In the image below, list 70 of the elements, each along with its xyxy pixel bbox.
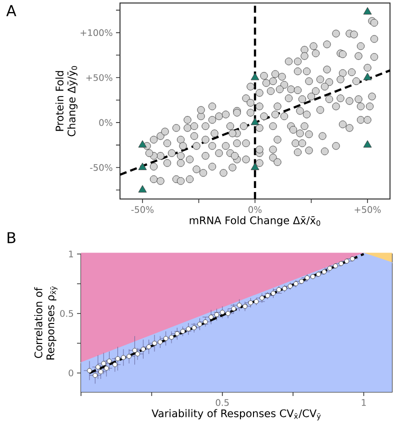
point xyxy=(231,306,236,312)
x-axis-title: Variability of Responses CV$_{x̄}$/CV$_{ȳ}$ xyxy=(152,409,321,420)
point xyxy=(98,369,104,374)
y-tick-label: 0.5 xyxy=(60,310,74,317)
point xyxy=(169,334,174,340)
point xyxy=(265,293,270,298)
point xyxy=(250,72,260,80)
y-tick-label: 0 xyxy=(68,370,74,376)
point xyxy=(92,372,98,378)
text: A xyxy=(6,5,16,16)
point xyxy=(363,7,372,15)
point xyxy=(327,266,332,271)
point xyxy=(138,185,147,193)
point xyxy=(146,344,152,350)
y-axis-title: Correlation of Responses ρ$_{x̄ȳ}$ xyxy=(34,286,58,360)
point xyxy=(248,300,254,306)
point xyxy=(202,319,208,324)
point xyxy=(174,331,180,336)
point xyxy=(288,284,293,289)
x-tick-label: -50% xyxy=(131,206,154,213)
point xyxy=(220,310,225,315)
point xyxy=(138,162,147,170)
point xyxy=(310,274,316,280)
point xyxy=(186,326,191,332)
y-tick-label: 1 xyxy=(69,250,73,258)
point xyxy=(250,118,260,126)
point xyxy=(242,304,248,309)
point xyxy=(180,328,186,334)
point xyxy=(120,355,126,360)
y-tick-label: -50% xyxy=(90,164,112,171)
point xyxy=(350,256,355,262)
point xyxy=(270,290,276,296)
point xyxy=(214,312,220,318)
point xyxy=(250,162,260,170)
y-axis-title: Protein Fold Change Δȳ/ȳ$_{0}$ xyxy=(55,66,78,136)
x-axis-title: mRNA Fold Change Δx̄/x̄$_{0}$ xyxy=(190,216,320,226)
y-tick-label: 0% xyxy=(99,119,112,126)
point xyxy=(226,311,230,316)
text: B xyxy=(8,232,16,244)
point xyxy=(197,322,202,327)
point xyxy=(112,362,118,368)
point xyxy=(115,356,120,362)
point xyxy=(158,340,163,344)
point xyxy=(282,286,288,291)
y-tick-label: +50% xyxy=(86,74,112,82)
x-tick-label: +50% xyxy=(354,206,381,213)
point xyxy=(208,314,214,320)
point xyxy=(260,296,264,300)
point xyxy=(276,287,282,292)
y-tick-label: +100% xyxy=(80,29,112,36)
point xyxy=(192,325,197,330)
point xyxy=(101,361,106,366)
x-tick-label: 0% xyxy=(248,206,262,213)
point xyxy=(322,269,327,274)
point xyxy=(236,302,242,308)
point xyxy=(126,354,132,359)
point xyxy=(344,258,350,264)
point xyxy=(363,72,372,80)
point xyxy=(163,336,168,341)
point xyxy=(304,275,310,280)
point xyxy=(140,346,146,352)
point xyxy=(293,281,298,286)
point xyxy=(152,340,157,346)
point xyxy=(363,140,372,148)
point xyxy=(138,140,147,148)
point xyxy=(106,358,112,364)
point xyxy=(87,368,92,374)
point xyxy=(104,366,109,371)
point xyxy=(96,364,100,370)
point xyxy=(338,261,344,266)
